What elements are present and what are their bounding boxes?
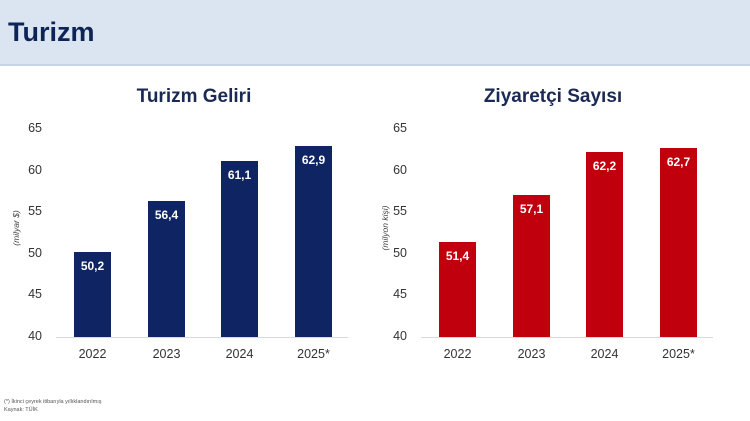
bar-value-label: 51,4 — [445, 249, 470, 264]
y-tick-label: 45 — [28, 287, 42, 302]
footnote-note: (*) İkinci çeyrek itibarıyla yıllıklandı… — [4, 399, 102, 405]
bar-2022: 50,2 — [74, 252, 111, 337]
x-tick-label: 2023 — [517, 347, 546, 361]
chart-title: Turizm Geliri — [136, 86, 252, 107]
y-tick-label: 50 — [28, 245, 42, 260]
x-tick-label: 2024 — [590, 347, 619, 361]
bar-2024: 61,1 — [221, 161, 258, 337]
footnote-source: Kaynak: TÜİK — [4, 407, 38, 413]
y-axis-label: (milyar $) — [11, 209, 21, 246]
y-tick-label: 40 — [393, 329, 407, 343]
x-tick-label: 2024 — [225, 347, 254, 361]
bar-2022: 51,4 — [439, 242, 476, 337]
x-tick-label: 2025* — [662, 347, 695, 361]
bar-value-label: 62,2 — [592, 159, 617, 174]
bar-2023: 57,1 — [513, 194, 550, 337]
y-tick-label: 40 — [28, 329, 42, 343]
x-axis-line — [56, 337, 348, 338]
x-tick-label: 2022 — [443, 347, 472, 361]
y-tick-label: 50 — [393, 245, 407, 260]
bar-value-label: 61,1 — [227, 168, 252, 183]
bar-value-label: 57,1 — [519, 201, 544, 216]
x-tick-label: 2023 — [152, 347, 181, 361]
page-header: Turizm — [0, 0, 750, 66]
y-tick-label: 55 — [393, 204, 407, 219]
bar-2023: 56,4 — [148, 200, 185, 337]
bar-value-label: 62,7 — [666, 155, 691, 170]
y-tick-label: 45 — [393, 287, 407, 302]
page-title: Turizm — [8, 17, 95, 47]
bar-2024: 62,2 — [586, 152, 623, 337]
bar-value-label: 56,4 — [154, 207, 179, 222]
bar-2025: 62,9 — [295, 146, 332, 337]
x-tick-label: 2025* — [297, 347, 330, 361]
y-tick-label: 60 — [393, 162, 407, 177]
bar-2025: 62,7 — [660, 148, 697, 337]
y-tick-label: 65 — [28, 121, 42, 135]
y-axis-label: (milyon kişi) — [380, 205, 390, 251]
bar-value-label: 50,2 — [80, 259, 105, 274]
y-tick-label: 60 — [28, 162, 42, 177]
y-tick-label: 65 — [393, 121, 407, 135]
bar-value-label: 62,9 — [301, 153, 326, 168]
chart-title: Ziyaretçi Sayısı — [483, 86, 623, 107]
x-axis-line — [421, 337, 713, 338]
chart-tourism-revenue: Turizm Geliri 65 60 55 50 45 40 (milyar $) 50,2… — [0, 70, 360, 380]
chart-visitor-count: Ziyaretçi Sayısı 65 60 55 50 45 40 (milyon kiş… — [365, 70, 725, 380]
x-tick-label: 2022 — [78, 347, 107, 361]
y-tick-label: 55 — [28, 204, 42, 219]
